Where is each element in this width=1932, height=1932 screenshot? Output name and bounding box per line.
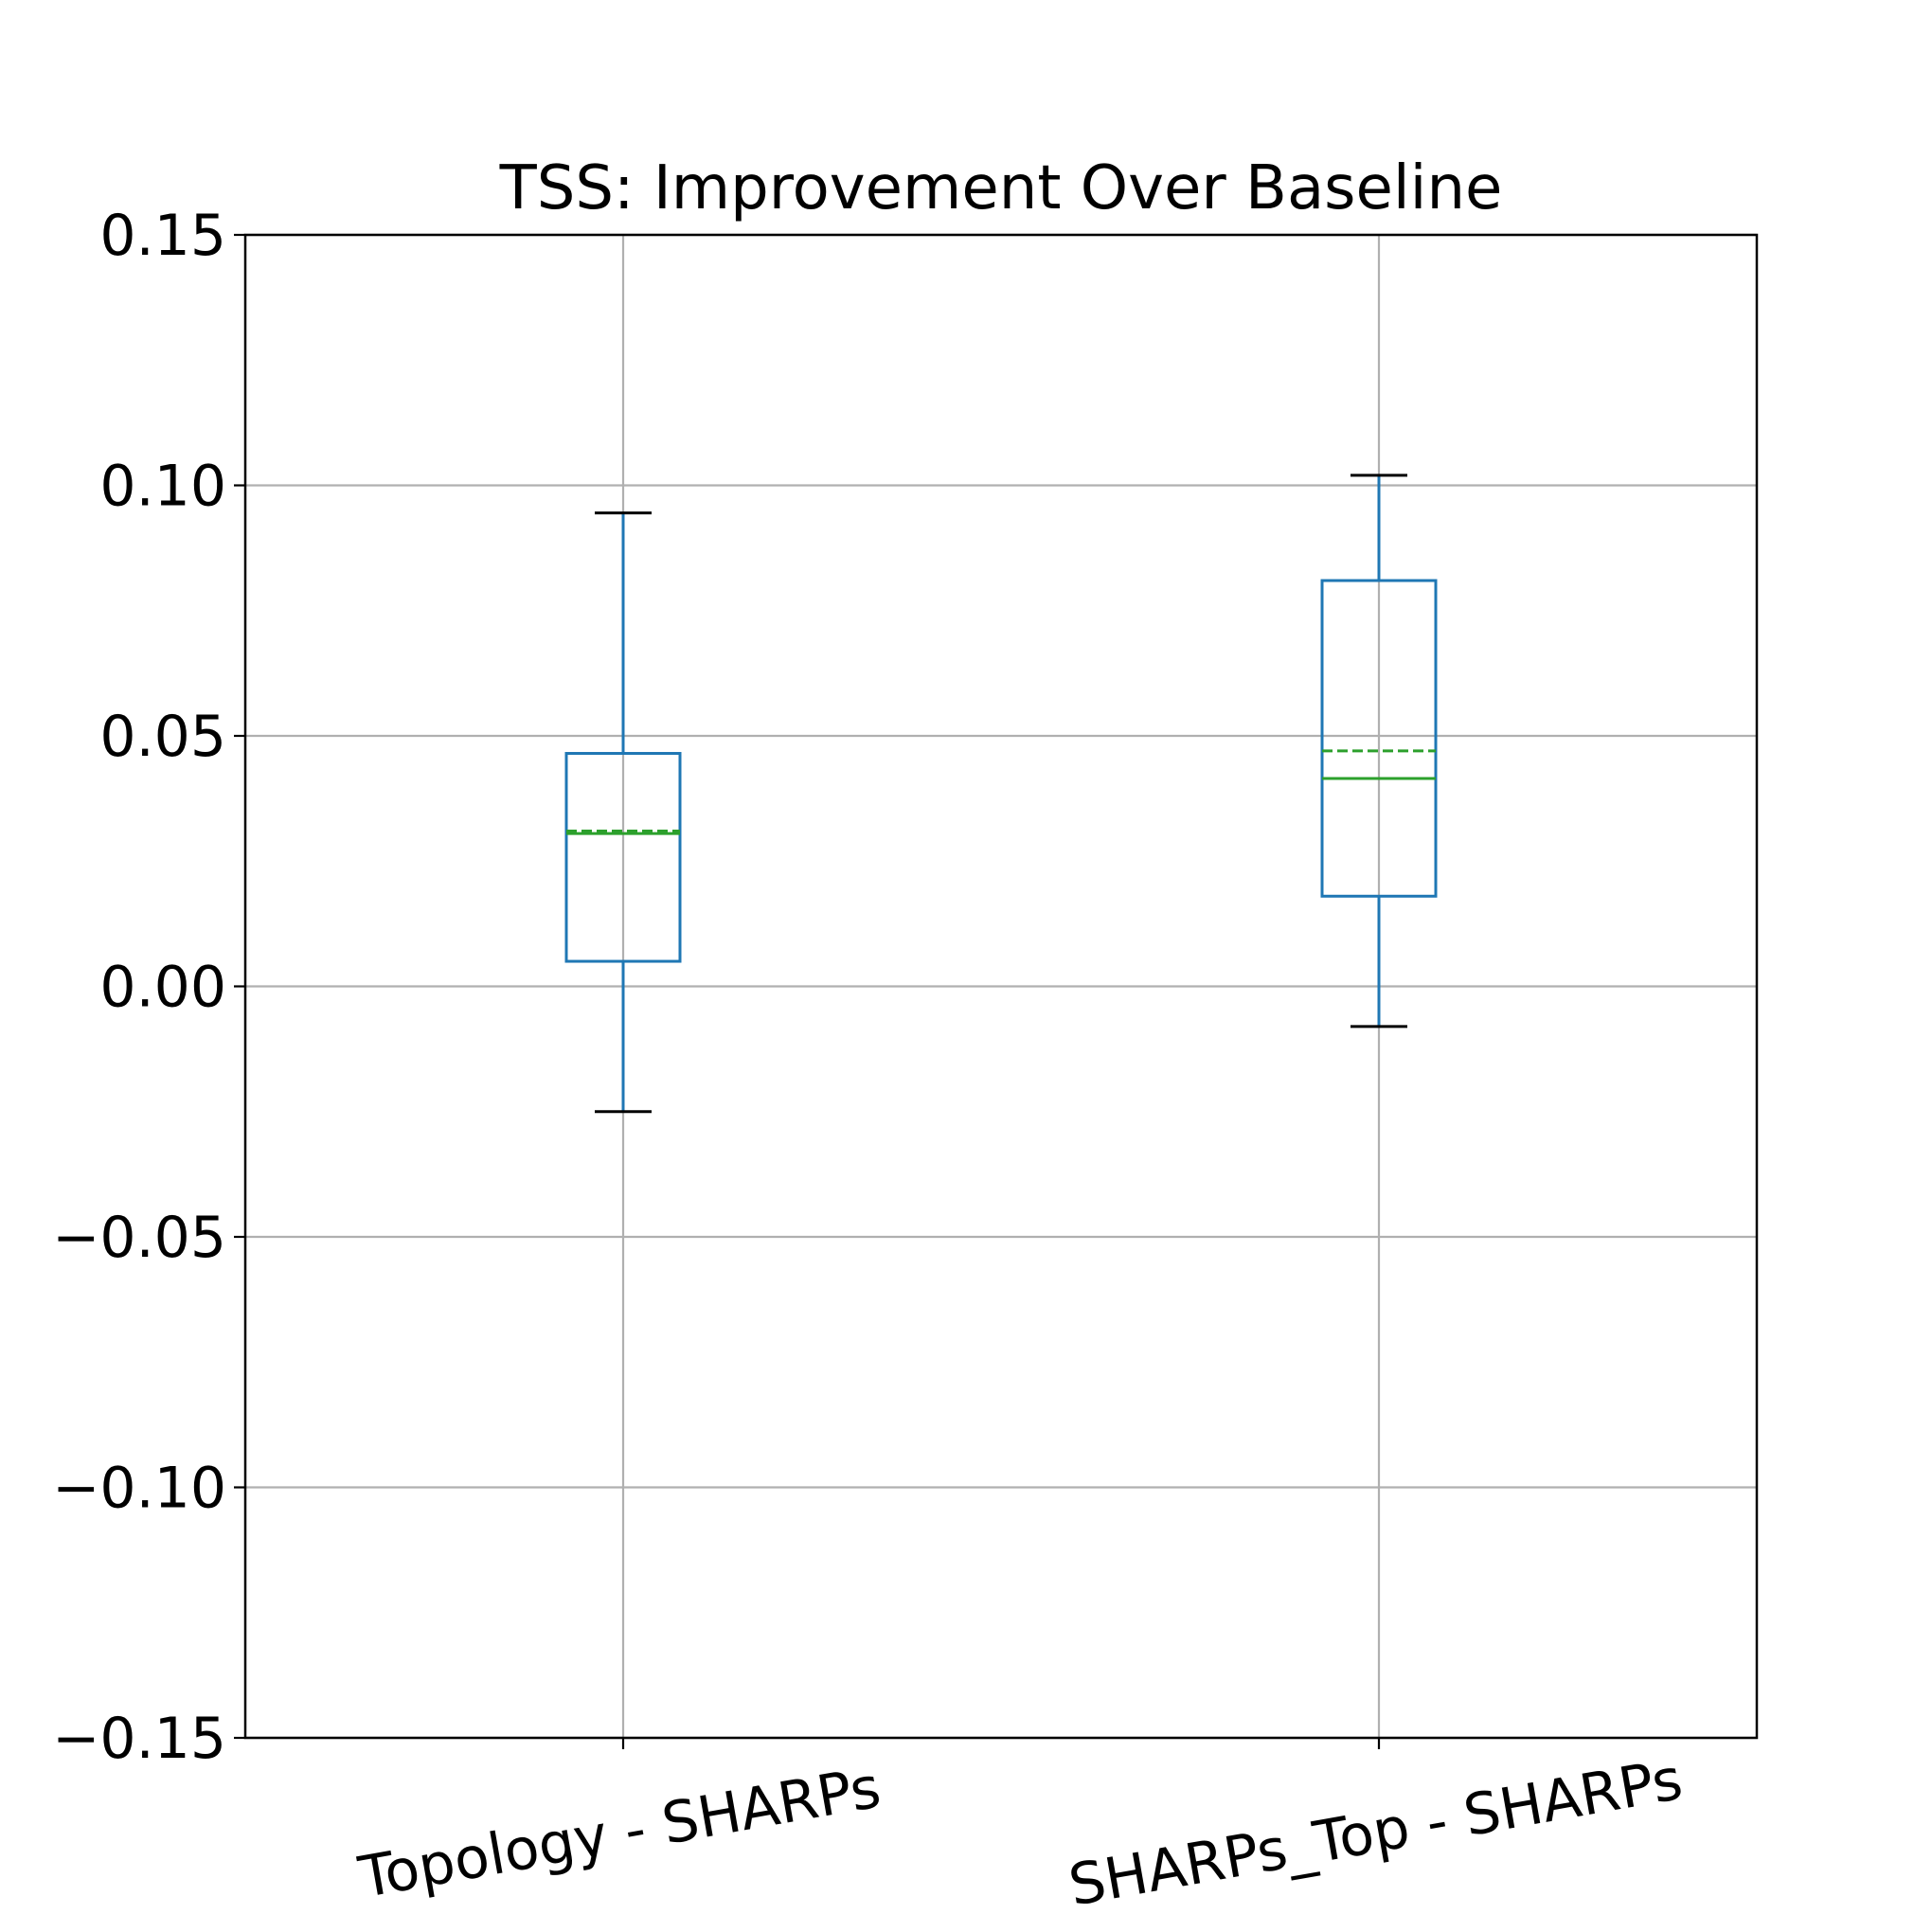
iqr-box — [564, 752, 682, 963]
y-tick-label: 0.10 — [99, 454, 226, 520]
y-tick-label: −0.15 — [52, 1706, 226, 1772]
chart-title: TSS: Improvement Over Baseline — [499, 153, 1503, 224]
iqr-box — [1320, 579, 1438, 898]
boxes — [564, 474, 1438, 1114]
x-tick-label: SHARPs_Top - SHARPs — [1064, 1746, 1688, 1920]
box-group — [1320, 474, 1438, 1029]
y-tick-label: 0.15 — [99, 203, 226, 269]
x-tick-label: Topology - SHARPs — [353, 1754, 886, 1911]
y-tick-label: 0.05 — [99, 704, 226, 770]
y-tick-label: −0.05 — [52, 1205, 226, 1271]
x-axis-ticks: Topology - SHARPs SHARPs_Top - SHARPs — [353, 1738, 1687, 1920]
grid-lines — [245, 233, 1757, 1740]
box-group — [564, 511, 682, 1114]
y-tick-label: 0.00 — [99, 955, 226, 1021]
y-axis-ticks: −0.15 −0.10 −0.05 0.00 0.05 0.10 0.15 — [52, 203, 245, 1772]
y-tick-label: −0.10 — [52, 1456, 226, 1522]
